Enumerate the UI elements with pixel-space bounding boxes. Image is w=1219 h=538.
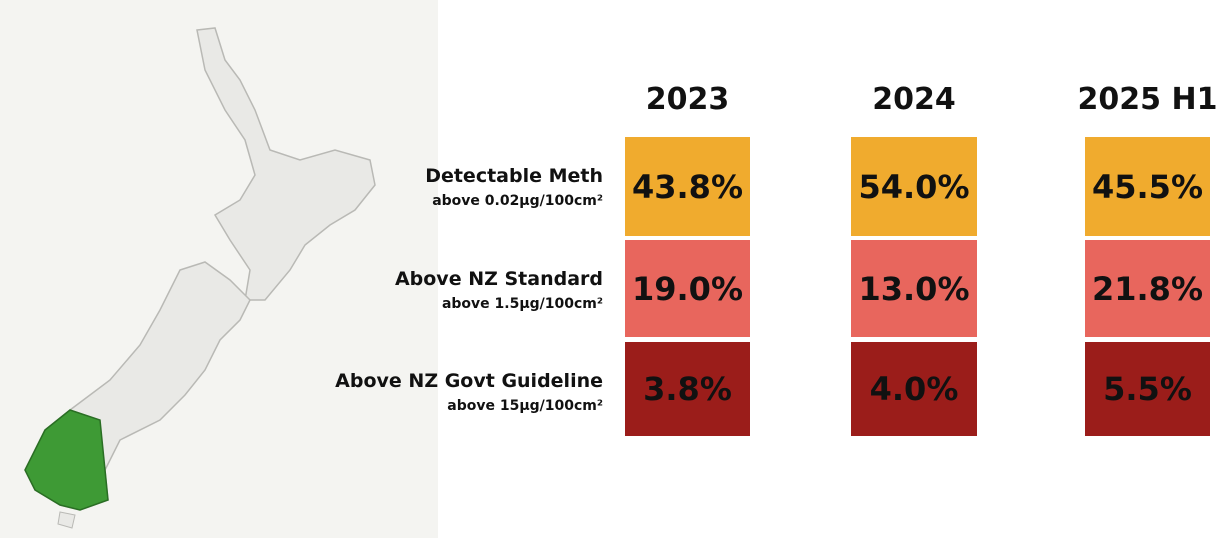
row-title: Above NZ Govt Guideline xyxy=(335,370,603,392)
value-cell: 54.0% xyxy=(851,137,977,236)
column-header: 2023 xyxy=(645,82,730,117)
row-label: Above NZ Standard above 1.5μg/100cm² xyxy=(395,268,603,312)
nz-map xyxy=(0,0,438,538)
value-cell: 5.5% xyxy=(1085,342,1210,436)
value-cell: 21.8% xyxy=(1085,240,1210,337)
value-cell: 45.5% xyxy=(1085,137,1210,236)
row-title: Detectable Meth xyxy=(425,165,603,187)
row-subtitle: above 15μg/100cm² xyxy=(447,398,603,414)
row-subtitle: above 0.02μg/100cm² xyxy=(432,193,603,209)
value-cell: 3.8% xyxy=(625,342,750,436)
row-label: Above NZ Govt Guideline above 15μg/100cm² xyxy=(335,370,603,414)
value-cell: 19.0% xyxy=(625,240,750,337)
value-cell: 43.8% xyxy=(625,137,750,236)
value-cell: 13.0% xyxy=(851,240,977,337)
row-label: Detectable Meth above 0.02μg/100cm² xyxy=(425,165,603,209)
column-header: 2024 xyxy=(872,82,956,117)
value-cell: 4.0% xyxy=(851,342,977,436)
column-header: 2025 H1 xyxy=(1077,82,1218,117)
row-title: Above NZ Standard xyxy=(394,268,603,290)
row-subtitle: above 1.5μg/100cm² xyxy=(441,296,603,312)
